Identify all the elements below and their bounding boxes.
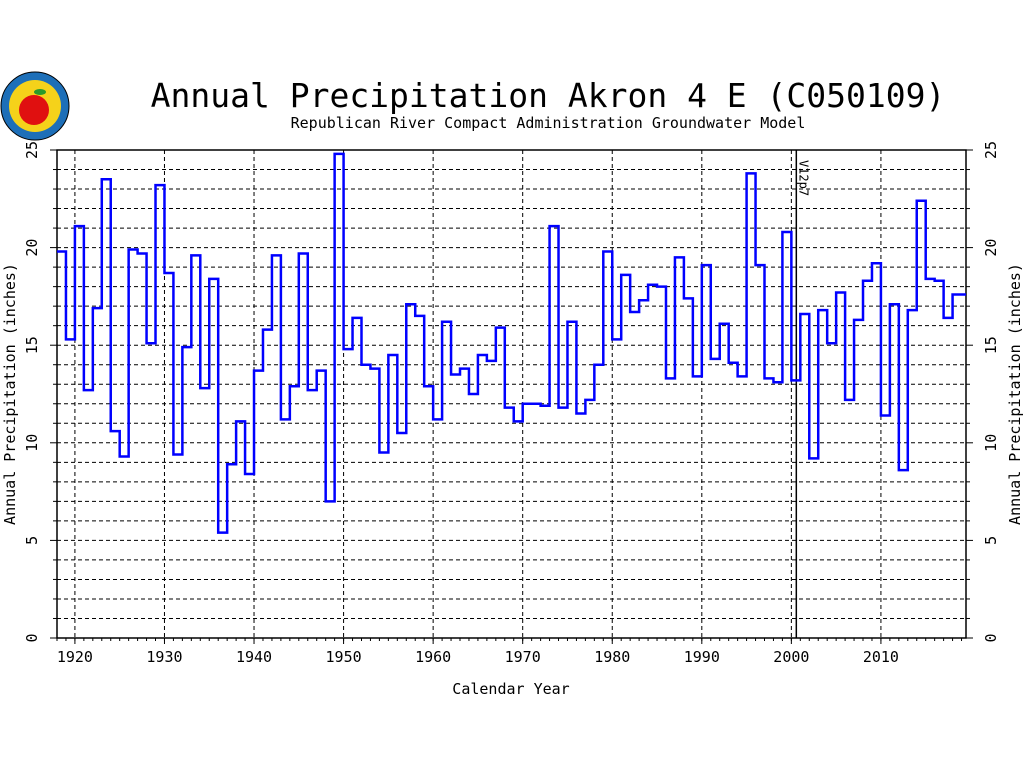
x-tick-label: 2000 [773, 648, 809, 666]
y-axis-label-right: Annual Precipitation (inches) [1006, 263, 1024, 525]
y-tick-label-left: 20 [23, 239, 41, 257]
y-tick-label-left: 0 [23, 633, 41, 642]
marker-line-label: V12p7 [796, 160, 810, 196]
y-tick-label-right: 15 [982, 336, 1000, 354]
plot-frame [56, 149, 967, 639]
x-tick-label: 2010 [863, 648, 899, 666]
y-tick-label-right: 20 [982, 239, 1000, 257]
x-tick-label: 1980 [594, 648, 630, 666]
x-tick-label: 1970 [505, 648, 541, 666]
logo [0, 71, 70, 141]
gridlines [57, 150, 966, 638]
x-axis-label: Calendar Year [452, 680, 569, 698]
y-tick-label-left: 25 [23, 141, 41, 159]
y-axis-label-left: Annual Precipitation (inches) [1, 263, 19, 525]
y-tick-label-left: 10 [23, 434, 41, 452]
x-tick-label: 1930 [146, 648, 182, 666]
chart-subtitle: Republican River Compact Administration … [291, 114, 806, 132]
x-tick-label: 1990 [684, 648, 720, 666]
y-tick-label-right: 10 [982, 434, 1000, 452]
x-tick-label: 1960 [415, 648, 451, 666]
y-tick-label-right: 0 [982, 633, 1000, 642]
x-tick-label: 1940 [236, 648, 272, 666]
series-line [57, 152, 966, 534]
y-tick-label-right: 25 [982, 141, 1000, 159]
y-tick-label-right: 5 [982, 536, 1000, 545]
x-tick-label: 1950 [326, 648, 362, 666]
y-tick-label-left: 15 [23, 336, 41, 354]
y-tick-label-left: 5 [23, 536, 41, 545]
x-tick-label: 1920 [57, 648, 93, 666]
chart-title: Annual Precipitation Akron 4 E (C050109) [151, 76, 946, 115]
